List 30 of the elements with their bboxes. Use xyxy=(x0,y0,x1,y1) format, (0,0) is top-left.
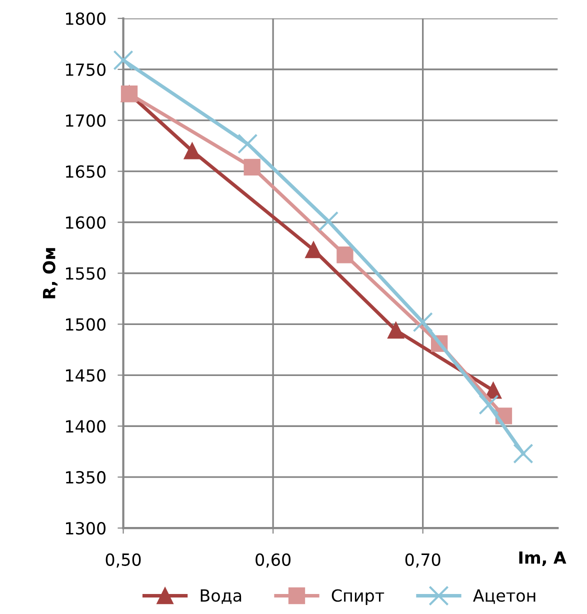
y-tick-label: 1750 xyxy=(66,63,106,76)
y-axis-title: R, Ом xyxy=(42,248,58,298)
point xyxy=(238,134,258,154)
x-tick-label: 0,60 xyxy=(256,553,291,568)
y-tick-label: 1300 xyxy=(66,522,106,535)
legend-label: Спирт xyxy=(332,589,384,606)
point xyxy=(318,211,339,232)
point xyxy=(478,394,499,415)
y-tick-label: 1350 xyxy=(66,471,106,484)
y-tick-label: 1550 xyxy=(66,267,106,280)
y-tick-label: 1650 xyxy=(66,165,106,178)
x-tick-label: 0,70 xyxy=(405,553,440,568)
point xyxy=(244,158,260,176)
y-tick-label: 1400 xyxy=(66,420,106,433)
legend-label: Ацетон xyxy=(473,589,536,604)
x-axis-title: Im, A xyxy=(519,551,566,566)
point xyxy=(388,322,404,339)
legend-label: Вода xyxy=(200,589,242,604)
y-tick-label: 1700 xyxy=(66,114,106,127)
point xyxy=(113,50,134,70)
point xyxy=(184,142,201,160)
point xyxy=(412,312,433,332)
point xyxy=(305,241,322,258)
y-tick-label: 1800 xyxy=(66,12,106,25)
x-tick-label: 0,50 xyxy=(106,553,141,568)
y-tick-label: 1450 xyxy=(66,369,106,382)
point xyxy=(513,444,534,464)
y-tick-label: 1600 xyxy=(66,216,106,229)
y-tick-label: 1500 xyxy=(66,318,106,331)
point xyxy=(336,246,354,264)
